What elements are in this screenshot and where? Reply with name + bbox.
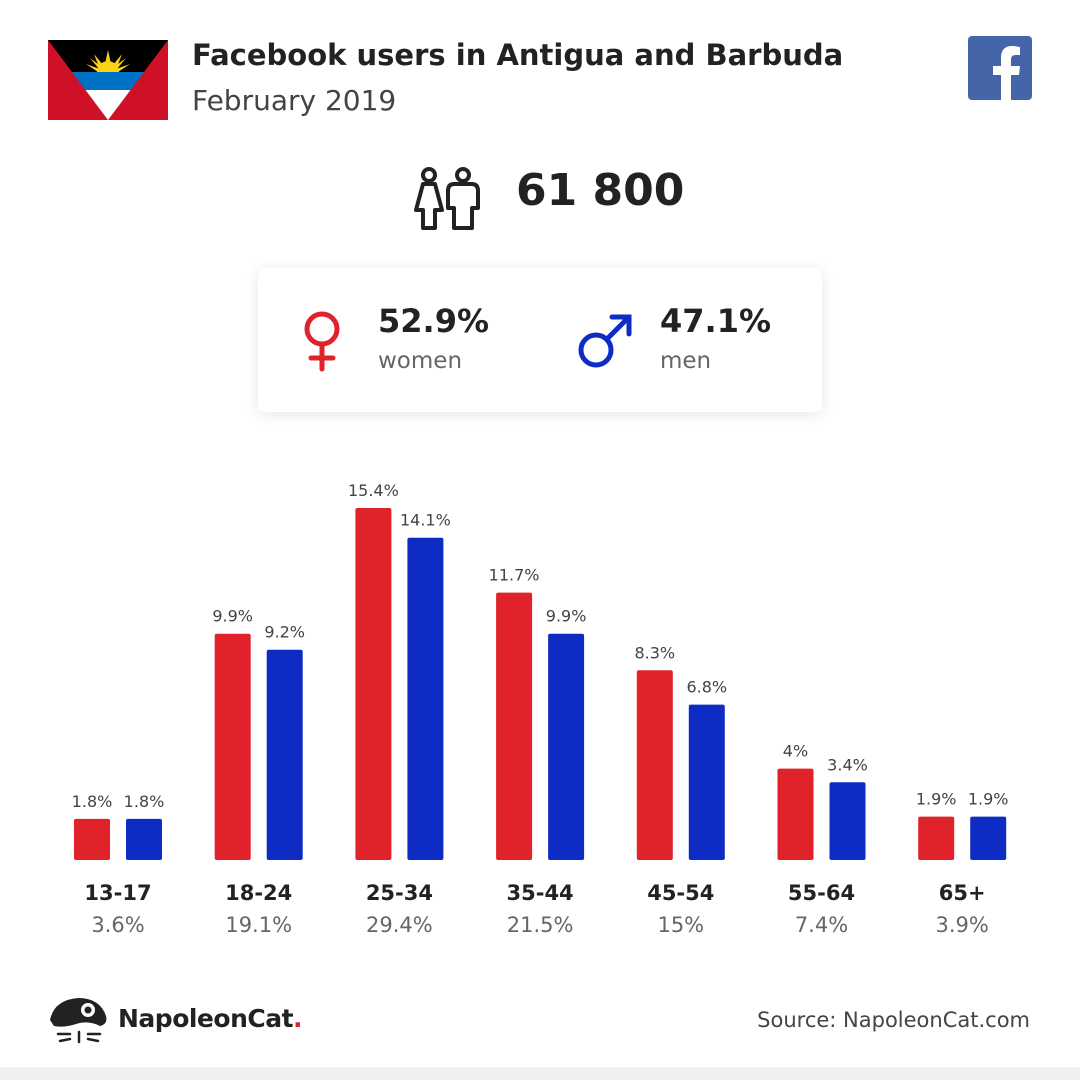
category-label-65+: 65+: [939, 881, 986, 905]
brand-dot: .: [293, 1004, 303, 1033]
men-percent: 47.1%: [660, 302, 772, 340]
category-total-55-64: 7.4%: [795, 913, 848, 937]
age-gender-bar-chart: 1.8% 1.8% 13-17 3.6% 9.9% 9.2% 18-24 19.1% 15.4%…: [72, 481, 1009, 937]
women-percent: 52.9%: [378, 302, 490, 340]
data-label-men-25-34: 14.1%: [400, 511, 451, 530]
data-label-men-13-17: 1.8%: [124, 792, 165, 811]
bar-women-25-34: [355, 508, 392, 860]
data-label-men-18-24: 9.2%: [264, 623, 305, 642]
category-label-45-54: 45-54: [647, 881, 714, 905]
bar-women-18-24: [214, 633, 251, 860]
bar-women-55-64: [777, 768, 814, 860]
bar-women-35-44: [496, 592, 533, 860]
bar-men-65+: [970, 816, 1007, 860]
data-label-women-55-64: 4%: [783, 742, 808, 761]
flag-icon: [48, 40, 168, 120]
category-label-55-64: 55-64: [788, 881, 855, 905]
category-label-25-34: 25-34: [366, 881, 433, 905]
bar-men-35-44: [548, 633, 585, 860]
category-label-35-44: 35-44: [507, 881, 574, 905]
footer-strip: [0, 1067, 1080, 1080]
people-icon: [414, 167, 480, 230]
page-title: Facebook users in Antigua and Barbuda: [192, 38, 844, 72]
category-total-65+: 3.9%: [936, 913, 989, 937]
data-label-men-65+: 1.9%: [968, 790, 1009, 809]
bar-women-45-54: [636, 670, 673, 860]
data-label-women-18-24: 9.9%: [212, 607, 253, 626]
category-total-45-54: 15%: [657, 913, 704, 937]
data-label-men-35-44: 9.9%: [546, 607, 587, 626]
bar-women-65+: [918, 816, 955, 860]
male-icon: [578, 314, 632, 368]
data-label-women-35-44: 11.7%: [489, 566, 540, 585]
page-subtitle: February 2019: [192, 84, 397, 117]
napoleoncat-logo-icon: [50, 998, 107, 1044]
bar-men-45-54: [688, 704, 725, 860]
bar-men-13-17: [126, 818, 162, 860]
data-label-men-45-54: 6.8%: [686, 678, 727, 697]
category-label-18-24: 18-24: [225, 881, 292, 905]
data-label-women-65+: 1.9%: [916, 790, 957, 809]
data-label-men-55-64: 3.4%: [827, 755, 868, 774]
total-users: 61 800: [516, 165, 685, 216]
gender-summary-card: 52.9% women 47.1% men: [258, 268, 822, 412]
bar-men-25-34: [407, 537, 444, 860]
female-icon: [304, 311, 340, 372]
brand-name: NapoleonCat.: [118, 1004, 303, 1033]
women-label: women: [378, 348, 463, 374]
category-label-13-17: 13-17: [84, 881, 151, 905]
bar-women-13-17: [74, 818, 110, 860]
source-text: Source: NapoleonCat.com: [757, 1008, 1030, 1032]
category-total-13-17: 3.6%: [91, 913, 144, 937]
men-label: men: [660, 348, 712, 374]
bar-men-18-24: [266, 649, 303, 860]
bar-men-55-64: [829, 782, 866, 860]
brand-name-text: NapoleonCat: [118, 1004, 294, 1033]
category-total-35-44: 21.5%: [507, 913, 574, 937]
category-total-25-34: 29.4%: [366, 913, 433, 937]
data-label-women-25-34: 15.4%: [348, 481, 399, 500]
data-label-women-45-54: 8.3%: [634, 643, 675, 662]
category-total-18-24: 19.1%: [225, 913, 292, 937]
facebook-icon: [968, 36, 1032, 100]
data-label-women-13-17: 1.8%: [72, 792, 113, 811]
